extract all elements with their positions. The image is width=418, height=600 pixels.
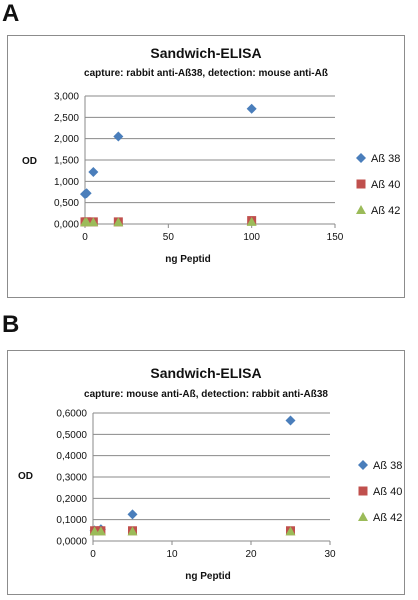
data-point	[285, 415, 296, 426]
legend-label: Aß 42	[373, 512, 402, 524]
legend-marker	[356, 205, 366, 214]
data-point	[81, 188, 92, 199]
data-point	[89, 526, 100, 536]
y-tick-label: 0,0000	[56, 537, 87, 548]
y-tick-label: 0,4000	[56, 451, 87, 462]
data-point	[113, 217, 124, 227]
y-tick-label: 0,1000	[56, 515, 87, 526]
x-tick-label: 0	[90, 549, 96, 560]
x-tick-label: 0	[82, 232, 88, 243]
x-tick-label: 10	[166, 549, 178, 560]
y-tick-label: 2,000	[54, 134, 79, 145]
legend-label: Aß 42	[371, 205, 400, 217]
y-tick-label: 2,500	[54, 113, 79, 124]
legend-label: Aß 40	[373, 486, 402, 498]
legend-marker	[358, 460, 368, 470]
legend-label: Aß 38	[371, 153, 400, 165]
data-point	[285, 526, 296, 536]
panel-label-a: A	[2, 0, 20, 27]
y-tick-label: 0,6000	[56, 409, 87, 420]
chart-container-a: Sandwich-ELISA capture: rabbit anti-Aß38…	[7, 35, 405, 298]
x-tick-label: 30	[324, 549, 336, 560]
y-tick-label: 0,000	[54, 220, 79, 231]
data-point	[81, 217, 92, 227]
x-axis-label: ng Peptid	[165, 254, 211, 265]
x-tick-label: 50	[163, 232, 175, 243]
legend-marker	[356, 153, 366, 163]
x-axis-label: ng Peptid	[185, 571, 231, 582]
data-point	[95, 526, 106, 536]
legend-marker	[358, 512, 368, 521]
chart-subtitle: capture: rabbit anti-Aß38, detection: mo…	[84, 68, 328, 79]
chart-a: Sandwich-ELISA capture: rabbit anti-Aß38…	[22, 45, 400, 265]
chart-container-b: Sandwich-ELISA capture: mouse anti-Aß, d…	[7, 350, 405, 595]
y-tick-label: 3,000	[54, 92, 79, 103]
legend-marker	[358, 486, 368, 496]
x-tick-label: 100	[243, 232, 260, 243]
data-point	[127, 509, 138, 520]
legend-label: Aß 38	[373, 460, 402, 472]
panel-label-b: B	[2, 311, 20, 338]
legend-label: Aß 40	[371, 179, 400, 191]
data-point	[246, 216, 257, 226]
y-tick-label: 0,500	[54, 198, 79, 209]
y-axis-label: OD	[18, 471, 33, 482]
y-tick-label: 1,000	[54, 177, 79, 188]
data-point	[127, 526, 138, 536]
x-tick-label: 150	[327, 232, 344, 243]
y-tick-label: 0,3000	[56, 473, 87, 484]
data-point	[246, 103, 257, 114]
chart-title: Sandwich-ELISA	[150, 45, 261, 61]
x-tick-label: 20	[245, 549, 257, 560]
y-tick-label: 1,500	[54, 156, 79, 167]
data-point	[88, 217, 99, 227]
y-tick-label: 0,5000	[56, 430, 87, 441]
chart-title: Sandwich-ELISA	[150, 365, 261, 381]
legend-marker	[356, 179, 366, 189]
data-point	[88, 166, 99, 177]
y-tick-label: 0,2000	[56, 494, 87, 505]
y-axis-label: OD	[22, 156, 37, 167]
chart-subtitle: capture: mouse anti-Aß, detection: rabbi…	[84, 389, 328, 400]
chart-b: Sandwich-ELISA capture: mouse anti-Aß, d…	[18, 365, 402, 582]
data-point	[113, 131, 124, 142]
